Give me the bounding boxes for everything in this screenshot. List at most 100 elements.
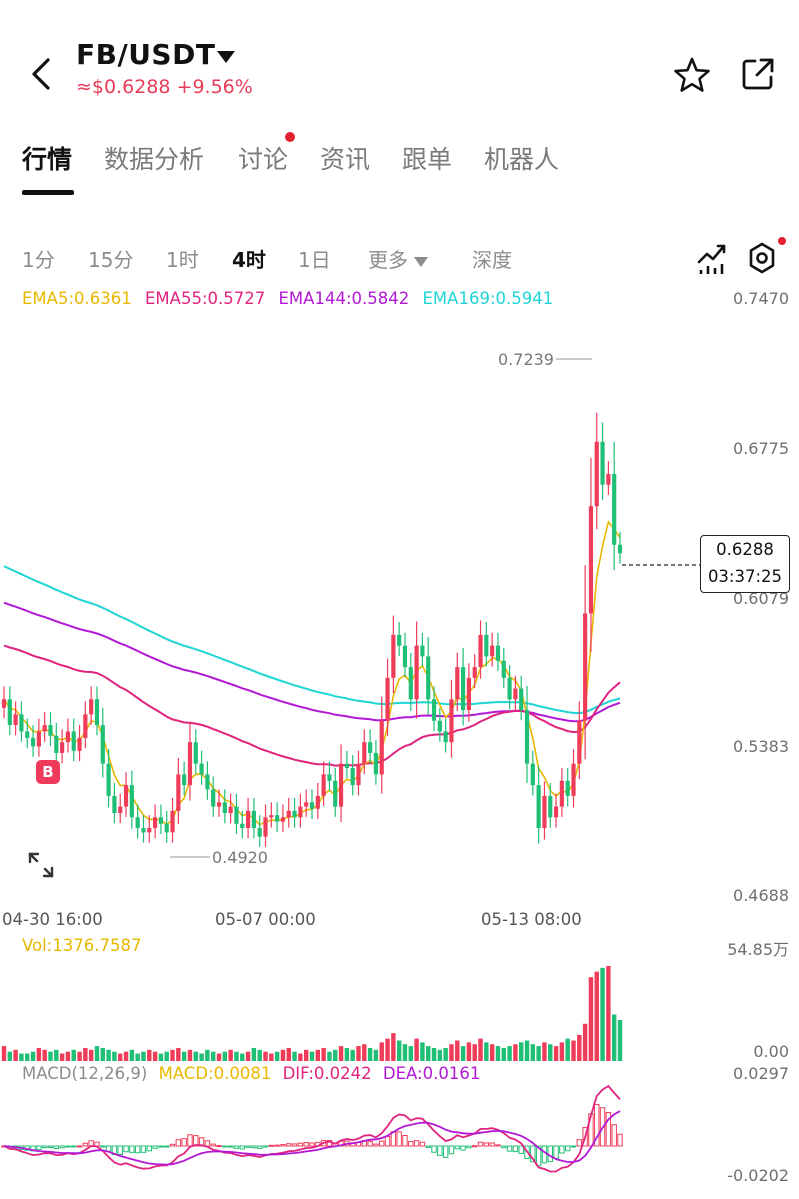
candle [472,667,477,678]
ema169-line [3,565,621,715]
tab-copy-trade[interactable]: 跟单 [402,145,453,174]
macd-histogram-bar [222,1145,228,1148]
volume-bar [65,1051,71,1061]
volume-bar [449,1044,454,1061]
volume-bar [373,1049,379,1061]
candle [153,817,158,829]
ema-legend: EMA5:0.6361 EMA55:0.5727 EMA144:0.5842 E… [22,289,561,308]
tab-discussion[interactable]: 讨论 [238,145,289,174]
candle [530,763,535,786]
volume-max-label: 54.85万 [727,940,789,959]
y-axis-label: 0.4688 [733,886,789,905]
macd-histogram-bar [559,1145,565,1154]
volume-bar [559,1042,565,1061]
macd-histogram-bar [442,1145,449,1158]
chevron-down-icon [414,256,428,267]
volume-bar [147,1049,152,1061]
volume-bar [19,1053,24,1061]
pair-dropdown-icon[interactable] [216,50,236,64]
candle [548,795,553,818]
interval-4h[interactable]: 4时 [232,248,266,272]
macd-min-label: -0.0202 [727,1166,789,1185]
macd-histogram-bar [134,1145,141,1154]
candle [368,742,373,753]
macd-histogram-bar [158,1145,164,1148]
volume-bar [292,1051,297,1061]
candle [583,613,588,721]
volume-bar [524,1040,530,1061]
volume-bar [187,1049,193,1061]
candle [617,544,623,554]
macd-histogram-bar [239,1145,245,1150]
macd-histogram-bar [233,1145,240,1149]
macd-histogram-bar [41,1145,48,1149]
macd-histogram-bar [454,1145,460,1150]
macd-histogram-bar [495,1144,501,1147]
candle [466,677,471,711]
settings-notification-dot [778,237,786,245]
tab-bots[interactable]: 机器人 [484,145,560,174]
candle [385,677,390,721]
buy-marker-badge[interactable]: B [36,760,60,784]
tab-data-analysis[interactable]: 数据分析 [104,145,205,174]
macd-histogram-bar [617,1133,623,1147]
tab-news[interactable]: 资讯 [320,145,371,174]
volume-bar [123,1051,129,1061]
interval-1m[interactable]: 1分 [22,248,55,272]
candle [449,699,454,743]
candle [42,725,47,732]
macd-legend: MACD(12,26,9) MACD:0.0081 DIF:0.0242 DEA… [22,1064,486,1083]
candle [350,767,355,786]
macd-histogram-bar [146,1145,152,1152]
candle [123,785,129,807]
fullscreen-icon[interactable] [26,850,56,880]
candle [129,785,134,818]
candle [7,699,12,726]
candle [443,731,448,743]
candle [356,763,361,786]
candle [228,806,233,814]
interval-more[interactable]: 更多 [368,244,428,273]
candle-countdown: 03:37:25 [707,567,783,586]
current-price-tag[interactable]: 0.6288 03:37:25 [700,535,790,593]
interval-15m[interactable]: 15分 [88,248,134,272]
macd-histogram-bar [164,1145,170,1148]
candle [106,763,111,796]
macd-histogram-bar [460,1145,466,1151]
pair-title[interactable]: FB/USDT [76,38,216,71]
volume-bar [582,1023,588,1061]
volume-bar [553,1046,559,1061]
candle [304,802,309,807]
macd-histogram-bar [82,1142,89,1147]
x-axis-label: 05-13 08:00 [481,910,582,929]
macd-histogram-bar [425,1145,431,1148]
macd-histogram-bar [547,1145,553,1163]
candle [275,815,280,822]
interval-depth[interactable]: 深度 [472,248,512,272]
volume-bar [240,1053,245,1061]
settings-icon[interactable] [746,240,778,276]
back-icon[interactable] [26,52,58,96]
favorite-star-icon[interactable] [673,56,711,94]
macd-histogram-bar [477,1141,484,1147]
volume-bar [25,1053,30,1061]
interval-1d[interactable]: 1日 [298,248,331,272]
volume-bar [251,1047,257,1061]
candle [612,473,617,545]
macd-histogram-bar [100,1145,106,1148]
candle [426,656,431,700]
candle [245,810,251,829]
interval-1h[interactable]: 1时 [166,248,199,272]
indicator-icon[interactable] [696,240,728,276]
candle [600,441,605,485]
macd-histogram-bar [193,1135,199,1147]
candle [420,645,425,657]
y-axis-label: 0.6775 [733,439,789,458]
candle [478,634,483,668]
y-axis-label: 0.6079 [733,589,789,608]
macd-histogram-bar [256,1145,263,1149]
share-icon[interactable] [740,56,776,92]
tab-market[interactable]: 行情 [22,145,73,174]
header: FB/USDT ≈$0.6288 +9.56% [0,0,799,120]
